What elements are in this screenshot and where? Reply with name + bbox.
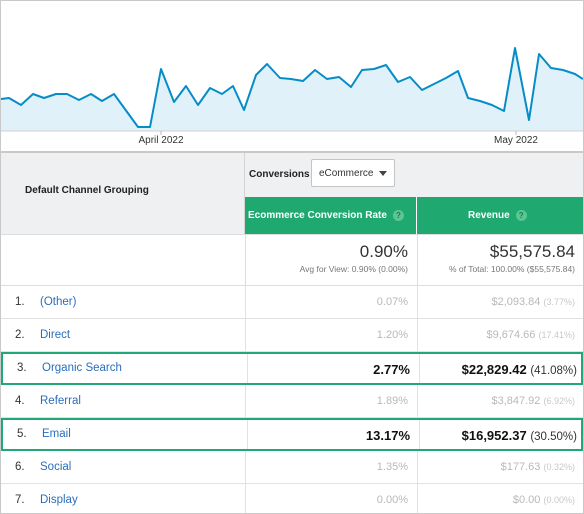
total-revenue: $55,575.84 % of Total: 100.00% ($55,575.…	[417, 235, 583, 285]
revenue-percent: (17.41%)	[538, 330, 575, 340]
trend-area	[1, 48, 583, 131]
conversion-rate-cell: 2.77%	[247, 354, 419, 383]
revenue-percent: (3.77%)	[543, 297, 575, 307]
x-tick-april: April 2022	[138, 135, 184, 146]
revenue-percent: (30.50%)	[530, 431, 577, 443]
conversion-rate-cell: 0.00%	[245, 484, 417, 513]
revenue-percent: (0.32%)	[543, 462, 575, 472]
channel-link[interactable]: (Other)	[40, 296, 77, 308]
conversion-rate-cell: 13.17%	[247, 420, 419, 449]
revenue-value: $0.00	[512, 494, 541, 506]
revenue-cell: $0.00 (0.00%)	[417, 484, 583, 513]
channel-link[interactable]: Organic Search	[42, 362, 122, 374]
revenue-percent: (6.92%)	[543, 396, 575, 406]
revenue-value: $2,093.84	[491, 296, 541, 308]
dimension-header[interactable]: Default Channel Grouping	[1, 153, 245, 234]
help-icon[interactable]: ?	[392, 210, 404, 221]
column-header-revenue[interactable]: Revenue?	[417, 197, 583, 234]
revenue-percent: (41.08%)	[530, 365, 577, 377]
revenue-value: $16,952.37	[461, 428, 527, 443]
total-revenue-sub: % of Total: 100.00% ($55,575.84)	[448, 264, 575, 274]
revenue-value: $3,847.92	[491, 395, 541, 407]
revenue-cell: $16,952.37 (30.50%)	[419, 420, 583, 449]
revenue-value: $9,674.66	[486, 329, 536, 341]
conversions-dropdown-value: eCommerce	[319, 168, 374, 179]
dimension-header-label: Default Channel Grouping	[25, 185, 149, 196]
channel-link[interactable]: Direct	[40, 329, 71, 341]
table-row: 2. Direct 1.20% $9,674.66 (17.41%)	[1, 319, 583, 352]
table-row: 4. Referral 1.89% $3,847.92 (6.92%)	[1, 385, 583, 418]
column-header-revenue-label: Revenue	[468, 210, 510, 222]
trend-line-svg	[1, 47, 583, 135]
conversion-rate-cell: 1.89%	[245, 385, 417, 417]
table-header: Default Channel Grouping Conversions eCo…	[1, 153, 583, 234]
row-index: 5.	[17, 428, 27, 440]
conversion-rate-cell: 0.07%	[245, 286, 417, 318]
revenue-value: $22,829.42	[461, 362, 527, 377]
row-index: 2.	[15, 329, 25, 341]
column-header-conversion-rate-label: Ecommerce Conversion Rate	[248, 210, 387, 222]
conversion-rate-cell: 1.35%	[245, 451, 417, 483]
revenue-cell: $9,674.66 (17.41%)	[417, 319, 583, 351]
row-index: 3.	[17, 362, 27, 374]
conversions-label: Conversions	[249, 169, 310, 180]
conversion-trend-chart: April 2022 May 2022	[1, 1, 583, 151]
total-rate-sub: Avg for View: 0.90% (0.00%)	[299, 264, 408, 274]
channel-link[interactable]: Referral	[40, 395, 81, 407]
total-rate-value: 0.90%	[359, 242, 408, 261]
row-index: 6.	[15, 461, 25, 473]
total-conversion-rate: 0.90% Avg for View: 0.90% (0.00%)	[245, 235, 417, 285]
help-icon[interactable]: ?	[515, 210, 527, 221]
revenue-cell: $22,829.42 (41.08%)	[419, 354, 583, 383]
row-index: 1.	[15, 296, 25, 308]
conversion-rate-cell: 1.20%	[245, 319, 417, 351]
chevron-down-icon	[379, 171, 387, 176]
channel-link[interactable]: Display	[40, 494, 78, 506]
revenue-cell: $177.63 (0.32%)	[417, 451, 583, 483]
revenue-cell: $3,847.92 (6.92%)	[417, 385, 583, 417]
revenue-cell: $2,093.84 (3.77%)	[417, 286, 583, 318]
conversions-row: Conversions eCommerce	[245, 153, 583, 197]
channel-link[interactable]: Email	[42, 428, 71, 440]
channel-link[interactable]: Social	[40, 461, 72, 473]
table-row: 6. Social 1.35% $177.63 (0.32%)	[1, 451, 583, 484]
table-row-highlighted: 3. Organic Search 2.77% $22,829.42 (41.0…	[1, 352, 583, 385]
revenue-value: $177.63	[500, 461, 541, 473]
row-index: 7.	[15, 494, 25, 506]
conversions-dropdown[interactable]: eCommerce	[311, 159, 395, 187]
revenue-percent: (0.00%)	[543, 495, 575, 505]
total-revenue-value: $55,575.84	[489, 242, 575, 261]
column-header-conversion-rate[interactable]: Ecommerce Conversion Rate?	[245, 197, 417, 234]
trend-line	[1, 47, 583, 128]
chart-divider	[1, 151, 583, 153]
totals-row: 0.90% Avg for View: 0.90% (0.00%) $55,57…	[1, 234, 583, 286]
table-row: 1. (Other) 0.07% $2,093.84 (3.77%)	[1, 286, 583, 319]
table-row: 7. Display 0.00% $0.00 (0.00%)	[1, 484, 583, 513]
x-tick-may: May 2022	[494, 135, 538, 146]
row-index: 4.	[15, 395, 25, 407]
table-row-highlighted: 5. Email 13.17% $16,952.37 (30.50%)	[1, 418, 583, 451]
